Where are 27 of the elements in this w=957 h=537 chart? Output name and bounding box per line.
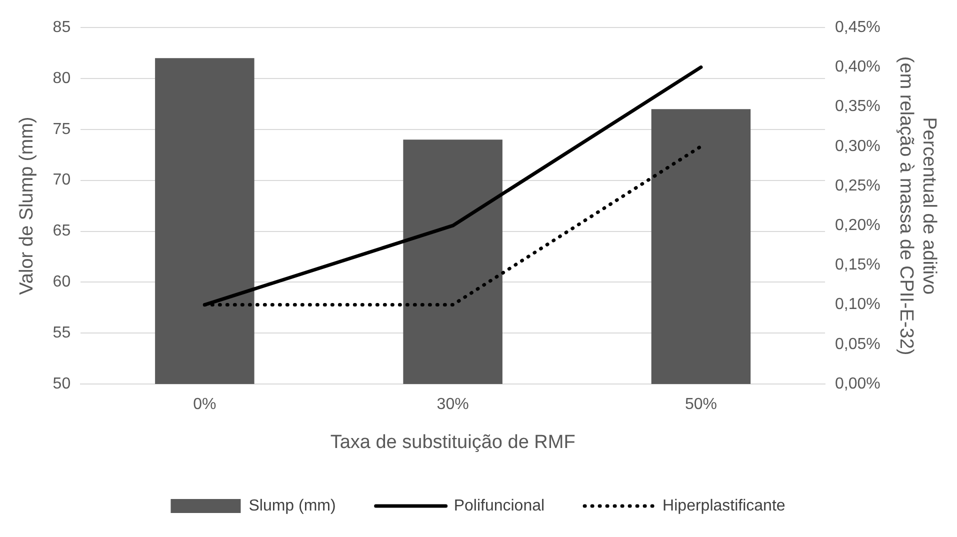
y2-tick-label: 0,00% (835, 375, 880, 392)
y2-tick-label: 0,15% (835, 256, 880, 274)
y2-tick-label: 0,10% (835, 296, 880, 314)
y-tick-label: 70 (52, 172, 71, 189)
y2-tick-label: 0,35% (835, 98, 880, 116)
y2-axis-title: Percentual de aditivo (em relação à massa de CPII-E-32) (896, 56, 940, 356)
y2-tick-label: 0,25% (835, 177, 880, 194)
y2-tick-label: 0,20% (835, 217, 880, 234)
y-tick-label: 55 (52, 324, 71, 342)
y-axis-title: Valor de Slump (mm) (16, 116, 38, 295)
x-tick-label: 50% (684, 396, 717, 414)
y-tick-label: 85 (52, 19, 71, 36)
x-tick-label: 0% (193, 396, 216, 414)
y-tick-label: 65 (52, 222, 71, 240)
y-tick-label: 60 (52, 274, 71, 291)
y2-tick-label: 0,40% (835, 58, 880, 76)
y2-tick-label: 0,30% (835, 138, 880, 155)
x-tick-label: 30% (436, 396, 469, 414)
y-tick-label: 75 (52, 120, 71, 138)
legend-label: Polifuncional (454, 497, 545, 514)
x-axis-title: Taxa de substituição de RMF (330, 432, 576, 453)
legend-label: Slump (mm) (248, 497, 336, 514)
y-tick-label: 80 (52, 70, 71, 87)
y2-tick-label: 0,45% (835, 19, 880, 36)
y-tick-label: 50 (52, 375, 71, 392)
y2-tick-label: 0,05% (835, 336, 880, 353)
legend-label: Hiperplastificante (662, 497, 786, 514)
